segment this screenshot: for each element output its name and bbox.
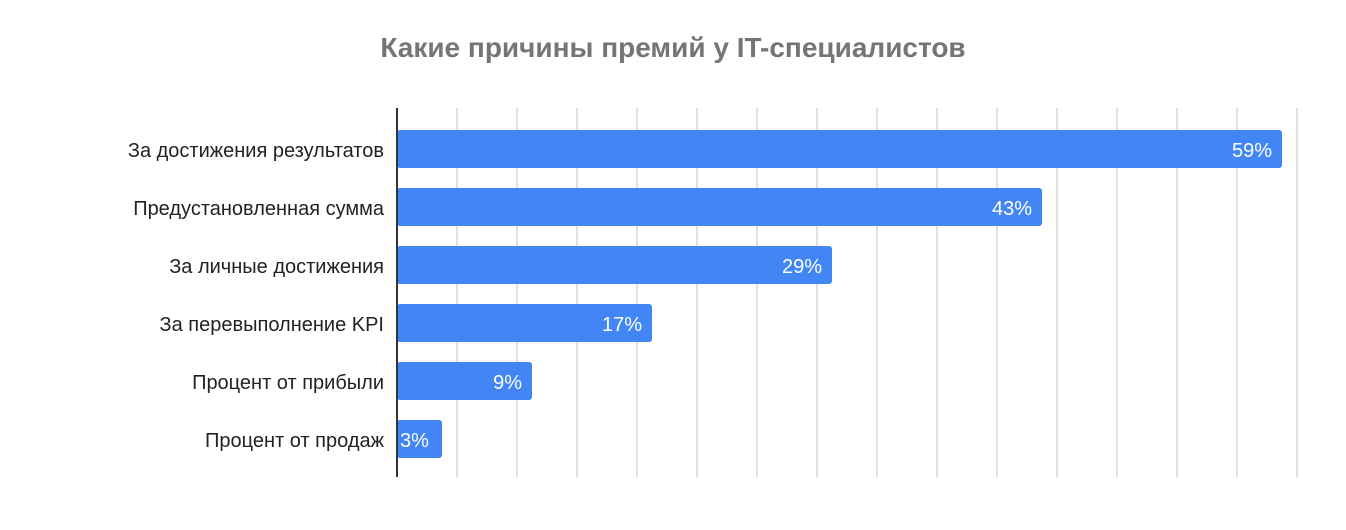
category-label: Процент от прибыли <box>192 372 384 394</box>
data-label: 17% <box>602 314 642 336</box>
category-label: Процент от продаж <box>205 430 385 452</box>
bar <box>397 362 532 400</box>
bar <box>397 130 1282 168</box>
bar <box>397 246 832 284</box>
bar <box>397 188 1042 226</box>
data-label: 9% <box>493 372 522 394</box>
bar <box>397 304 652 342</box>
gridlines <box>456 108 1298 477</box>
bars: 59% 43% 29% 17% 9% 3% <box>397 130 1282 458</box>
category-label: За перевыполнение KPI <box>160 314 384 336</box>
category-label: Предустановленная сумма <box>133 198 385 220</box>
category-labels: За достижения результатов Предустановленн… <box>128 140 385 452</box>
data-label: 43% <box>992 198 1032 220</box>
data-label: 59% <box>1232 140 1272 162</box>
category-label: За личные достижения <box>169 256 384 278</box>
bar <box>397 420 442 458</box>
category-label: За достижения результатов <box>128 140 384 162</box>
data-label: 29% <box>782 256 822 278</box>
data-label: 3% <box>400 430 429 452</box>
chart-title: Какие причины премий у IT-специалистов <box>380 32 965 63</box>
